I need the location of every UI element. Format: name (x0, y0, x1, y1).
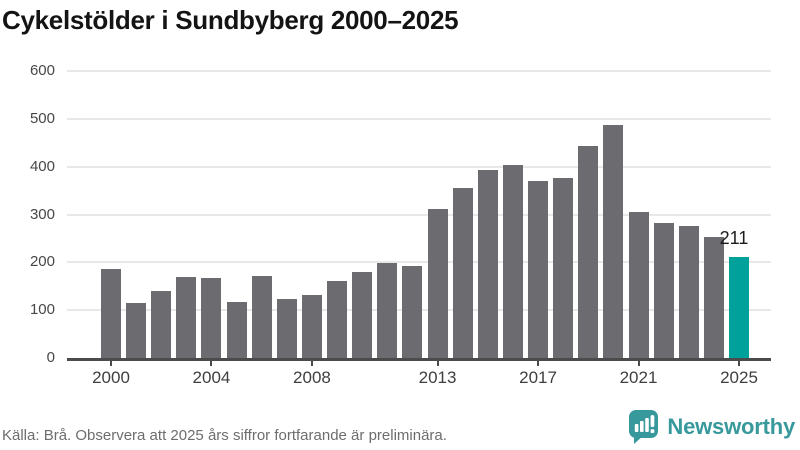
x-axis-label-2004: 2004 (192, 368, 231, 387)
value-label-2025: 211 (719, 228, 749, 249)
x-tick-2013 (436, 361, 439, 366)
bar-2025-highlighted (729, 257, 749, 358)
bar-2023 (678, 226, 699, 358)
gridline-600 (67, 70, 771, 72)
bar-2015 (477, 169, 498, 358)
bar-2024 (703, 237, 724, 358)
bar-2016 (502, 164, 523, 358)
bar-2012 (402, 265, 423, 358)
x-axis-label-2008: 2008 (293, 368, 331, 387)
y-axis-label-600: 600 (29, 62, 55, 79)
bar-2009 (327, 281, 348, 358)
x-tick-2004 (210, 361, 213, 366)
bar-2021 (628, 211, 649, 358)
gridline-400 (67, 165, 771, 168)
newsworthy-logo: Newsworthy (629, 410, 795, 444)
bar-2020 (603, 124, 624, 358)
bar-2002 (151, 290, 172, 358)
bar-2011 (377, 262, 398, 358)
x-tick-2017 (537, 361, 540, 366)
x-axis-label-2017: 2017 (519, 368, 557, 387)
bar-2001 (126, 303, 147, 358)
gridline-300 (67, 213, 771, 216)
x-tick-2021 (637, 361, 640, 366)
chart-title: Cykelstölder i Sundbyberg 2000–2025 (2, 5, 459, 35)
bar-2014 (452, 188, 473, 358)
bar-chart-plot-area: 211 (67, 70, 771, 361)
y-axis-label-300: 300 (29, 205, 55, 223)
y-axis-label-0: 0 (46, 349, 55, 366)
bar-2000 (101, 268, 121, 358)
bar-2008 (301, 294, 322, 358)
bar-2007 (276, 298, 297, 358)
y-axis-label-500: 500 (29, 109, 55, 127)
gridline-200 (67, 261, 771, 264)
x-axis-label-2013: 2013 (418, 368, 457, 387)
y-axis-label-100: 100 (29, 301, 55, 319)
bar-2018 (553, 177, 574, 358)
y-axis-label-400: 400 (29, 157, 55, 175)
newsworthy-speech-bubble-chart-icon (629, 410, 659, 444)
newsworthy-wordmark: Newsworthy (667, 414, 795, 439)
gridline-500 (67, 117, 771, 120)
bar-2013 (427, 208, 448, 358)
bar-2005 (226, 302, 247, 358)
x-axis-label-2021: 2021 (619, 368, 658, 387)
x-tick-2025 (738, 361, 740, 366)
bar-2004 (201, 277, 222, 358)
bar-2017 (528, 180, 549, 358)
x-axis-label-2025: 2025 (720, 368, 758, 387)
x-axis-label-2000: 2000 (92, 368, 130, 387)
y-axis-label-200: 200 (29, 253, 55, 271)
source-note: Källa: Brå. Observera att 2025 års siffr… (2, 427, 447, 444)
bar-2022 (653, 222, 674, 358)
bar-2019 (578, 146, 599, 358)
bar-2010 (352, 271, 373, 358)
bar-2006 (251, 275, 272, 358)
x-tick-2008 (310, 361, 313, 366)
x-tick-2000 (110, 361, 112, 366)
bar-2003 (176, 276, 197, 358)
